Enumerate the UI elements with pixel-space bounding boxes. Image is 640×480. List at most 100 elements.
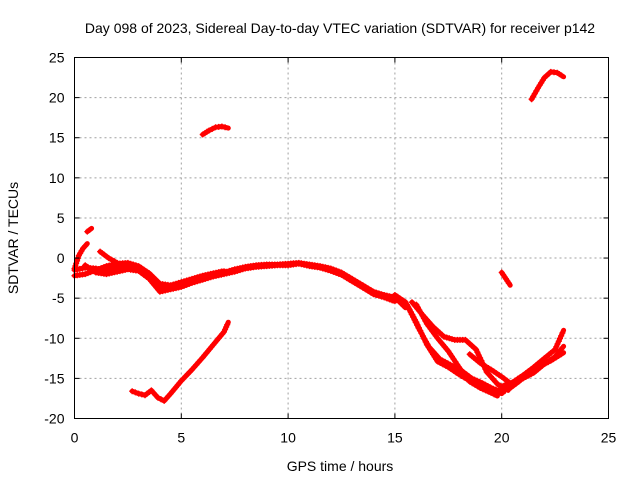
data-point [488, 389, 494, 396]
data-point [558, 345, 565, 352]
data-point [237, 267, 243, 274]
y-tick-label: 0 [57, 250, 65, 266]
data-point [491, 391, 498, 398]
data-point [449, 336, 455, 343]
series-arc-top-right [528, 68, 567, 103]
data-point [378, 293, 385, 300]
data-point [480, 386, 486, 393]
plot-frame [74, 57, 609, 419]
data-point [443, 334, 450, 341]
data-point [175, 279, 182, 286]
chart-title: Day 098 of 2023, Sidereal Day-to-day VTE… [85, 20, 595, 36]
y-tick-label: -20 [44, 411, 64, 427]
axis-ticks: 0 5 10 15 20 25 -20 -15 -10 -5 0 5 10 15 20 25 [44, 50, 616, 446]
series-arc-short-late [498, 269, 513, 288]
series-arc-main-3 [71, 259, 227, 289]
data-point [407, 308, 414, 315]
data-point [552, 346, 559, 353]
series-arc-early-c [97, 248, 127, 269]
data-point [414, 322, 421, 329]
data-point [327, 267, 334, 274]
series-arc-early-a [71, 241, 90, 272]
y-tick-label: -10 [44, 330, 64, 346]
data-point [183, 277, 190, 284]
data-point [135, 390, 142, 397]
data-point [554, 341, 561, 347]
data-point [178, 279, 185, 286]
series-arc-rising [129, 319, 231, 404]
y-tick-label: 20 [49, 90, 65, 106]
data-point [411, 316, 418, 323]
data-point [555, 338, 562, 345]
data-point [505, 280, 512, 287]
data-point [406, 305, 413, 312]
data-point [559, 330, 566, 336]
y-tick-label: -15 [44, 370, 64, 386]
data-point [558, 72, 565, 79]
series-line [129, 319, 231, 404]
y-tick-label: 25 [49, 50, 65, 66]
data-point [222, 124, 229, 131]
data-point [186, 276, 193, 283]
data-point [410, 314, 417, 320]
x-tick-label: 15 [387, 430, 403, 446]
data-point [95, 266, 102, 273]
data-point [498, 383, 505, 390]
data-point [132, 389, 139, 396]
data-point [86, 227, 93, 233]
data-point [504, 381, 510, 388]
x-tick-label: 20 [494, 430, 510, 446]
data-point [87, 269, 94, 276]
y-tick-label: 15 [49, 130, 65, 146]
data-point [194, 274, 201, 281]
data-point [224, 321, 231, 328]
data-point [317, 264, 324, 271]
x-tick-label: 25 [601, 430, 617, 446]
data-point [167, 282, 174, 289]
y-axis-label: SDTVAR / TECUs [5, 182, 21, 294]
data-point [124, 259, 131, 266]
data-point [154, 394, 161, 401]
data-point [129, 388, 136, 395]
data-point [495, 387, 502, 394]
data-point [158, 396, 164, 403]
data-point [482, 387, 489, 394]
data-point [325, 267, 332, 274]
x-tick-label: 5 [177, 430, 185, 446]
data-point [383, 295, 390, 302]
data-point [98, 265, 105, 272]
data-point [558, 332, 565, 339]
data-point [239, 266, 246, 273]
data-point [373, 292, 380, 298]
data-point [117, 261, 124, 268]
data-point [218, 268, 225, 275]
data-point [138, 391, 145, 398]
data-point [132, 262, 139, 269]
data-point [206, 127, 213, 134]
series-arc-late-4 [413, 301, 500, 399]
series-arc-late-3 [404, 303, 507, 395]
series-arc-main-2 [82, 260, 398, 304]
plot-series [71, 68, 567, 404]
y-tick-label: -5 [52, 290, 65, 306]
series-arc-late-2 [409, 299, 511, 393]
x-tick-label: 10 [280, 430, 296, 446]
data-point [473, 346, 480, 353]
data-point [553, 343, 560, 350]
data-point [231, 268, 238, 275]
data-point [492, 386, 499, 393]
data-point [170, 281, 177, 288]
data-point [335, 270, 342, 277]
data-point [441, 333, 447, 340]
data-point [319, 265, 326, 272]
data-point [476, 379, 483, 385]
y-tick-label: 5 [57, 210, 65, 226]
data-point [330, 268, 337, 275]
grid [74, 57, 609, 419]
series-arc-high [199, 123, 231, 138]
data-point [557, 335, 563, 342]
data-point [381, 294, 388, 301]
y-tick-label: 10 [49, 170, 65, 186]
data-point [389, 297, 396, 304]
